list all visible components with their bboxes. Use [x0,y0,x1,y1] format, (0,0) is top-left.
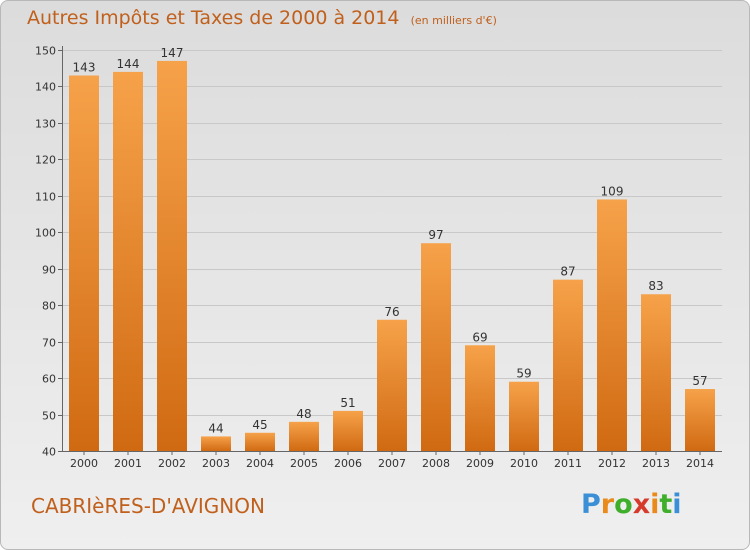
bar [289,421,319,451]
y-tick-label: 150 [35,45,56,58]
bar [421,243,451,451]
y-tick-label: 50 [42,410,56,423]
y-tick-label: 80 [42,300,56,313]
y-tick-label: 120 [35,154,56,167]
bar [597,199,627,451]
chart-unit: (en milliers d'€) [410,14,497,27]
bar-layer: 143 144 147 44 45 48 51 76 97 69 59 87 109 83 57 [69,46,715,451]
chart-title-block: Autres Impôts et Taxes de 2000 à 2014 (e… [27,7,497,29]
bar [465,345,495,451]
bar-value-label: 109 [601,184,624,198]
x-tick-label: 2007 [378,457,406,470]
bar [509,381,539,451]
logo-letter: P [581,489,601,520]
bar [553,279,583,451]
y-tick-label: 90 [42,264,56,277]
y-tick-label: 70 [42,337,56,350]
x-tick-label: 2014 [686,457,714,470]
bar-value-label: 48 [296,407,311,421]
bar-value-label: 97 [428,228,443,242]
bar-value-label: 45 [252,418,267,432]
bar-value-label: 143 [73,61,96,75]
bar-value-label: 76 [384,305,399,319]
x-tick-label: 2009 [466,457,494,470]
y-tick-label: 130 [35,118,56,131]
bar-value-label: 69 [472,330,487,344]
bar-value-label: 44 [208,421,223,435]
bar-value-label: 59 [516,367,531,381]
x-tick-label: 2001 [114,457,142,470]
x-tick-label: 2011 [554,457,582,470]
x-tick-label: 2010 [510,457,538,470]
bar [69,75,99,451]
bar-value-label: 83 [648,279,663,293]
x-tick-label: 2000 [70,457,98,470]
logo-letter: i [672,489,682,520]
bar [333,410,363,451]
logo-letter: i [650,489,660,520]
y-tick-label: 140 [35,81,56,94]
bar-value-label: 51 [340,396,355,410]
bar [641,294,671,451]
bar [201,436,231,451]
x-tick-label: 2013 [642,457,670,470]
axis-layer: 40 50 60 70 80 90 100 110 120 130 140 150 2000 2001 20… [35,45,722,470]
bar-value-label: 57 [692,374,707,388]
bar [685,389,715,451]
bar-value-label: 144 [117,57,140,71]
x-tick-label: 2006 [334,457,362,470]
x-tick-label: 2004 [246,457,274,470]
bar [113,71,143,451]
bar [245,432,275,451]
logo-letter: r [600,489,615,520]
x-tick-label: 2003 [202,457,230,470]
logo-letter: o [614,489,633,520]
commune-name: CABRIèRES-D'AVIGNON [31,494,265,518]
x-tick-label: 2012 [598,457,626,470]
x-tick-label: 2005 [290,457,318,470]
y-tick-label: 40 [42,446,56,459]
bar-value-label: 87 [560,265,575,279]
x-tick-label: 2002 [158,457,186,470]
y-tick-label: 100 [35,227,56,240]
bar [157,60,187,451]
bar [377,319,407,451]
chart-title: Autres Impôts et Taxes de 2000 à 2014 [27,7,400,29]
proxiti-logo[interactable]: Proxiti [581,489,682,520]
y-tick-label: 60 [42,373,56,386]
logo-letter: x [632,489,651,520]
bar-value-label: 147 [161,46,184,60]
logo-letter: t [659,489,673,520]
x-tick-label: 2008 [422,457,450,470]
y-tick-label: 110 [35,191,56,204]
